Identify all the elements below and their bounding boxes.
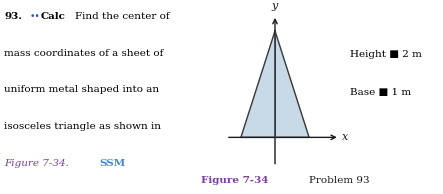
- Text: mass coordinates of a sheet of: mass coordinates of a sheet of: [4, 48, 164, 57]
- Text: Base ■ 1 m: Base ■ 1 m: [350, 88, 411, 97]
- Text: Height ■ 2 m: Height ■ 2 m: [350, 50, 422, 59]
- Text: uniform metal shaped into an: uniform metal shaped into an: [4, 85, 159, 94]
- Text: 93.: 93.: [4, 12, 22, 21]
- Text: Figure 7-34: Figure 7-34: [201, 176, 268, 185]
- Text: Find the center of: Find the center of: [75, 12, 170, 21]
- Text: ••: ••: [29, 12, 40, 21]
- Text: isosceles triangle as shown in: isosceles triangle as shown in: [4, 122, 161, 131]
- Text: Problem 93: Problem 93: [309, 176, 370, 185]
- Text: y: y: [272, 1, 278, 11]
- Text: Figure 7-34.: Figure 7-34.: [4, 159, 69, 168]
- Text: x: x: [342, 132, 348, 142]
- Text: Calc: Calc: [40, 12, 65, 21]
- Text: SSM: SSM: [100, 159, 126, 168]
- Polygon shape: [241, 31, 309, 137]
